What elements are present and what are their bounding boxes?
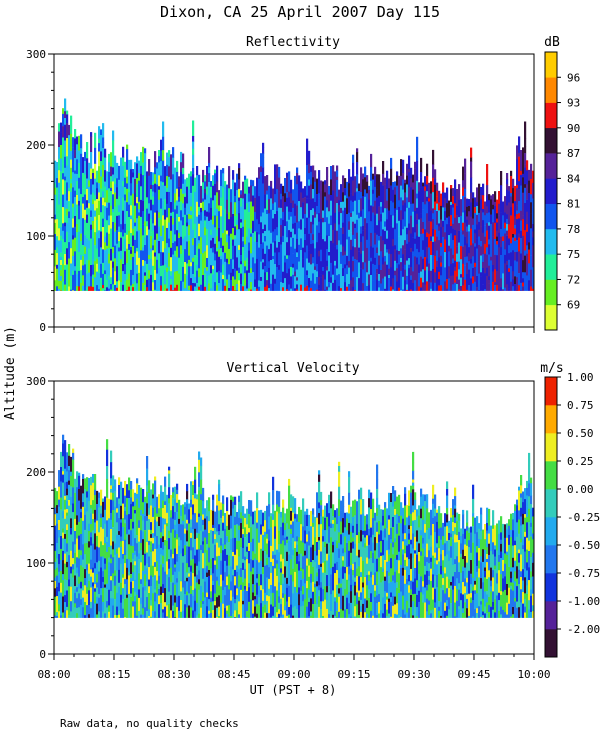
y-tick-label: 100 <box>26 230 46 243</box>
colorbar-label: 69 <box>567 299 580 312</box>
colorbar-label: 78 <box>567 223 580 236</box>
colorbar-swatch <box>545 461 557 490</box>
colorbar-label: 0.25 <box>567 455 594 468</box>
y-tick-label: 300 <box>26 375 46 388</box>
colorbar-swatch <box>545 377 557 406</box>
colorbar-swatch <box>545 304 557 331</box>
reflectivity-panel: Reflectivity dB 0 100 200 300 69 72 75 78 81 84 87… <box>26 35 580 334</box>
colorbar-label: 81 <box>567 198 580 211</box>
x-axis-title: UT (PST + 8) <box>250 683 337 697</box>
x-tick-label: 08:45 <box>217 668 250 681</box>
colorbar-label: 0.00 <box>567 483 594 496</box>
colorbar-swatch <box>545 228 557 255</box>
colorbar-swatch <box>545 178 557 204</box>
y-tick-label: 200 <box>26 466 46 479</box>
colorbar-swatch <box>545 433 557 462</box>
y-tick-label: 100 <box>26 557 46 570</box>
x-tick-label: 08:00 <box>37 668 70 681</box>
reflectivity-title: Reflectivity <box>246 35 340 50</box>
colorbar: 69 72 75 78 81 84 87 90 93 96 <box>544 51 581 331</box>
y-tick-label: 0 <box>39 648 46 661</box>
colorbar-swatch <box>545 517 557 546</box>
colorbar-label: 1.00 <box>567 371 594 384</box>
y-tick-label: 0 <box>39 321 46 334</box>
x-tick-label: 09:30 <box>397 668 430 681</box>
reflectivity-colorbar-unit: dB <box>544 35 560 50</box>
colorbar-swatch <box>545 102 557 129</box>
colorbar-swatch <box>545 52 557 78</box>
colorbar-swatch <box>545 545 557 574</box>
colorbar-label: -2.00 <box>567 623 600 636</box>
colorbar-label: -1.00 <box>567 595 600 608</box>
colorbar-label: 93 <box>567 97 580 110</box>
footnote: Raw data, no quality checks <box>60 717 239 730</box>
colorbar: -2.00 -1.00 -0.75 -0.50 -0.25 0.00 0.25 0.50 0.7… <box>544 371 600 658</box>
colorbar-label: -0.50 <box>567 539 600 552</box>
colorbar-swatch <box>545 573 557 602</box>
x-tick-label: 09:15 <box>337 668 370 681</box>
colorbar-swatch <box>545 405 557 434</box>
colorbar-swatch <box>545 153 557 179</box>
y-tick-label: 200 <box>26 139 46 152</box>
velocity-title: Vertical Velocity <box>226 361 359 376</box>
colorbar-swatch <box>545 203 557 230</box>
colorbar-swatch <box>545 629 557 658</box>
colorbar-frame <box>544 51 558 331</box>
x-tick-label: 08:30 <box>157 668 190 681</box>
x-tick-label: 09:00 <box>277 668 310 681</box>
colorbar-swatch <box>545 127 557 154</box>
colorbar-label: 87 <box>567 147 580 160</box>
colorbar-label: 0.75 <box>567 399 594 412</box>
colorbar-swatch <box>545 489 557 518</box>
heatmap-field <box>54 98 535 291</box>
y-axis-label: Altitude (m) <box>3 326 18 420</box>
colorbar-label: -0.75 <box>567 567 600 580</box>
x-tick-label: 09:45 <box>457 668 490 681</box>
x-tick-label: 08:15 <box>97 668 130 681</box>
colorbar-swatch <box>545 254 557 280</box>
colorbar-swatch <box>545 601 557 630</box>
heatmap-field <box>54 434 535 618</box>
colorbar-label: 0.50 <box>567 427 594 440</box>
colorbar-label: 72 <box>567 273 580 286</box>
colorbar-label: 84 <box>567 172 581 185</box>
colorbar-swatch <box>545 77 557 103</box>
colorbar-label: 96 <box>567 71 580 84</box>
colorbar-label: 75 <box>567 248 580 261</box>
x-tick-label: 10:00 <box>517 668 550 681</box>
colorbar-swatch <box>545 279 557 306</box>
velocity-panel: Vertical Velocity m/s 0 100 200 300 08:00 08:… <box>26 361 600 681</box>
figure-title: Dixon, CA 25 April 2007 Day 115 <box>160 3 440 21</box>
y-tick-label: 300 <box>26 48 46 61</box>
colorbar-label: -0.25 <box>567 511 600 524</box>
colorbar-label: 90 <box>567 122 580 135</box>
velocity-colorbar-unit: m/s <box>540 361 563 376</box>
